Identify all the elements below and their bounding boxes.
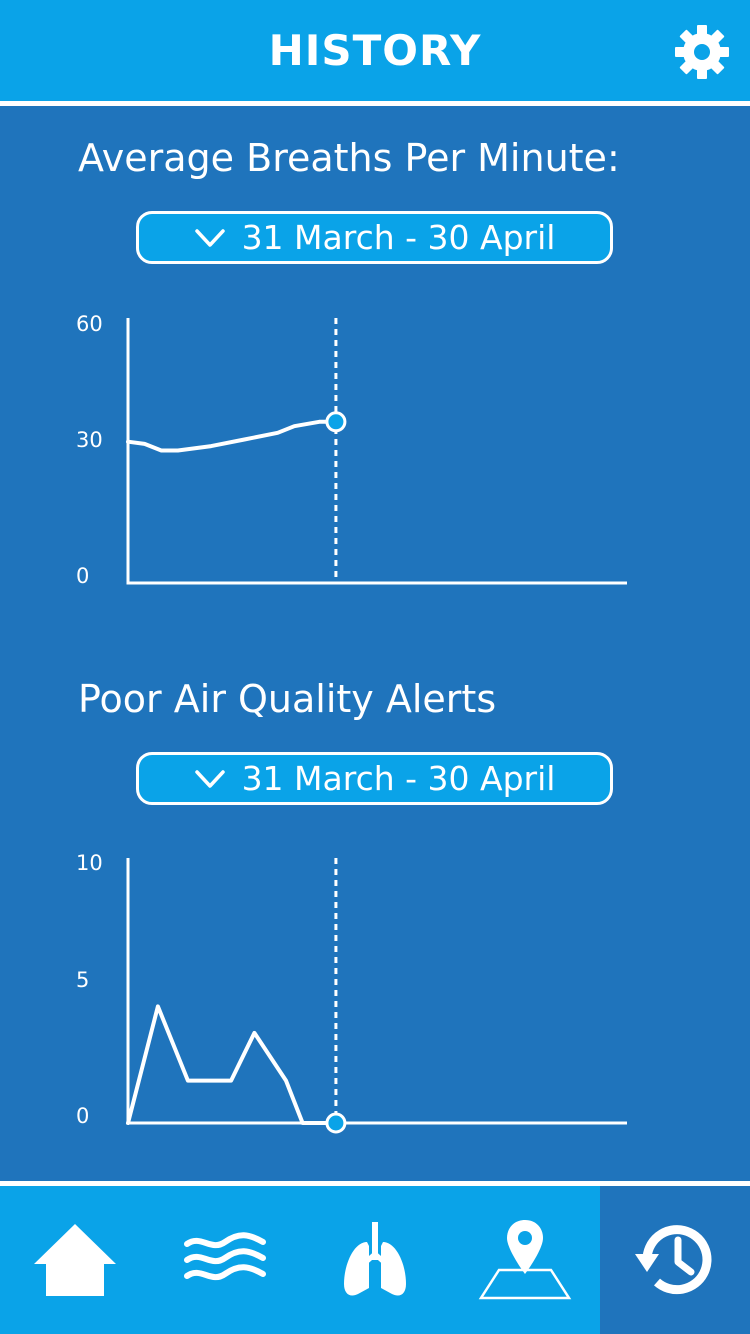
alerts-series-line (126, 1004, 338, 1125)
breaths-current-marker (325, 411, 347, 433)
settings-button[interactable] (672, 22, 732, 82)
breaths-series-line (126, 419, 338, 453)
chevron-down-icon (194, 228, 225, 247)
breaths-title: Average Breaths Per Minute: (78, 136, 620, 180)
page-title: HISTORY (268, 26, 482, 75)
header-divider (0, 101, 750, 106)
chevron-down-icon (194, 769, 225, 788)
map-pin-icon (478, 1220, 572, 1300)
breaths-y-tick-60: 60 (76, 312, 103, 336)
breaths-y-tick-0: 0 (76, 564, 90, 588)
home-icon (34, 1224, 116, 1296)
history-icon (635, 1225, 712, 1295)
waves-icon (184, 1232, 266, 1281)
alerts-current-marker (325, 1112, 347, 1134)
header-bar: HISTORY (0, 0, 750, 101)
gear-icon (675, 25, 729, 79)
breaths-chart (126, 318, 627, 585)
tab-breathing[interactable] (300, 1186, 450, 1334)
alerts-y-tick-10: 10 (76, 851, 103, 875)
breaths-y-tick-30: 30 (76, 428, 103, 452)
tab-history[interactable] (600, 1186, 750, 1334)
tab-air[interactable] (150, 1186, 300, 1334)
alerts-range-label: 31 March - 30 April (241, 759, 556, 798)
alerts-title: Poor Air Quality Alerts (78, 677, 497, 721)
tab-map[interactable] (450, 1186, 600, 1334)
lungs-icon (344, 1222, 406, 1296)
alerts-y-tick-5: 5 (76, 968, 90, 992)
alerts-range-dropdown[interactable]: 31 March - 30 April (136, 752, 613, 805)
tab-bar-divider (0, 1181, 750, 1186)
tab-home[interactable] (0, 1186, 150, 1334)
breaths-range-dropdown[interactable]: 31 March - 30 April (136, 211, 613, 264)
breaths-range-label: 31 March - 30 April (241, 218, 556, 257)
alerts-y-tick-0: 0 (76, 1104, 90, 1128)
alerts-chart (126, 858, 627, 1134)
